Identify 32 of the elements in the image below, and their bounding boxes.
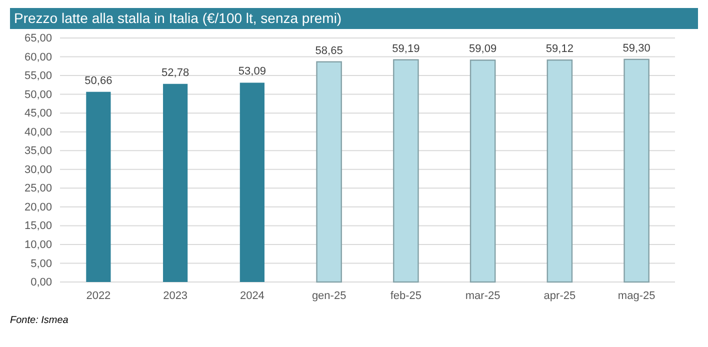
x-tick-label: mag-25 [618,290,656,302]
x-tick-label: 2024 [240,290,264,302]
x-tick-label: gen-25 [312,290,346,302]
data-label: 59,09 [469,43,497,56]
y-tick-label: 40,00 [24,126,52,138]
data-label: 59,19 [392,42,420,55]
data-label: 58,65 [315,44,343,57]
x-tick-label: apr-25 [544,290,576,302]
y-tick-label: 50,00 [24,88,52,101]
source-note: Fonte: Ismea [10,315,69,326]
y-tick-label: 65,00 [24,32,52,45]
data-label: 50,66 [84,74,112,87]
x-tick-label: 2022 [86,290,111,302]
y-tick-label: 60,00 [24,51,52,64]
y-tick-label: 10,00 [24,238,52,251]
x-tick-label: feb-25 [390,290,422,302]
y-tick-label: 25,00 [24,182,52,195]
y-tick-label: 0,00 [30,276,52,289]
data-label: 52,78 [162,66,190,79]
y-tick-label: 55,00 [24,70,52,82]
data-label: 53,09 [238,66,266,78]
data-label: 59,30 [622,42,650,54]
y-tick-label: 35,00 [24,145,52,158]
y-tick-label: 5,00 [30,258,52,270]
y-tick-label: 15,00 [24,220,52,232]
y-tick-label: 45,00 [24,108,52,120]
y-tick-label: 30,00 [24,164,52,176]
y-tick-label: 20,00 [24,201,52,214]
x-tick-label: 2023 [163,290,188,302]
x-tick-label: mar-25 [465,290,500,302]
data-label: 59,12 [546,43,574,56]
chart-title: Prezzo latte alla stalla in Italia (€/100 lt, senza premi) [14,10,342,26]
